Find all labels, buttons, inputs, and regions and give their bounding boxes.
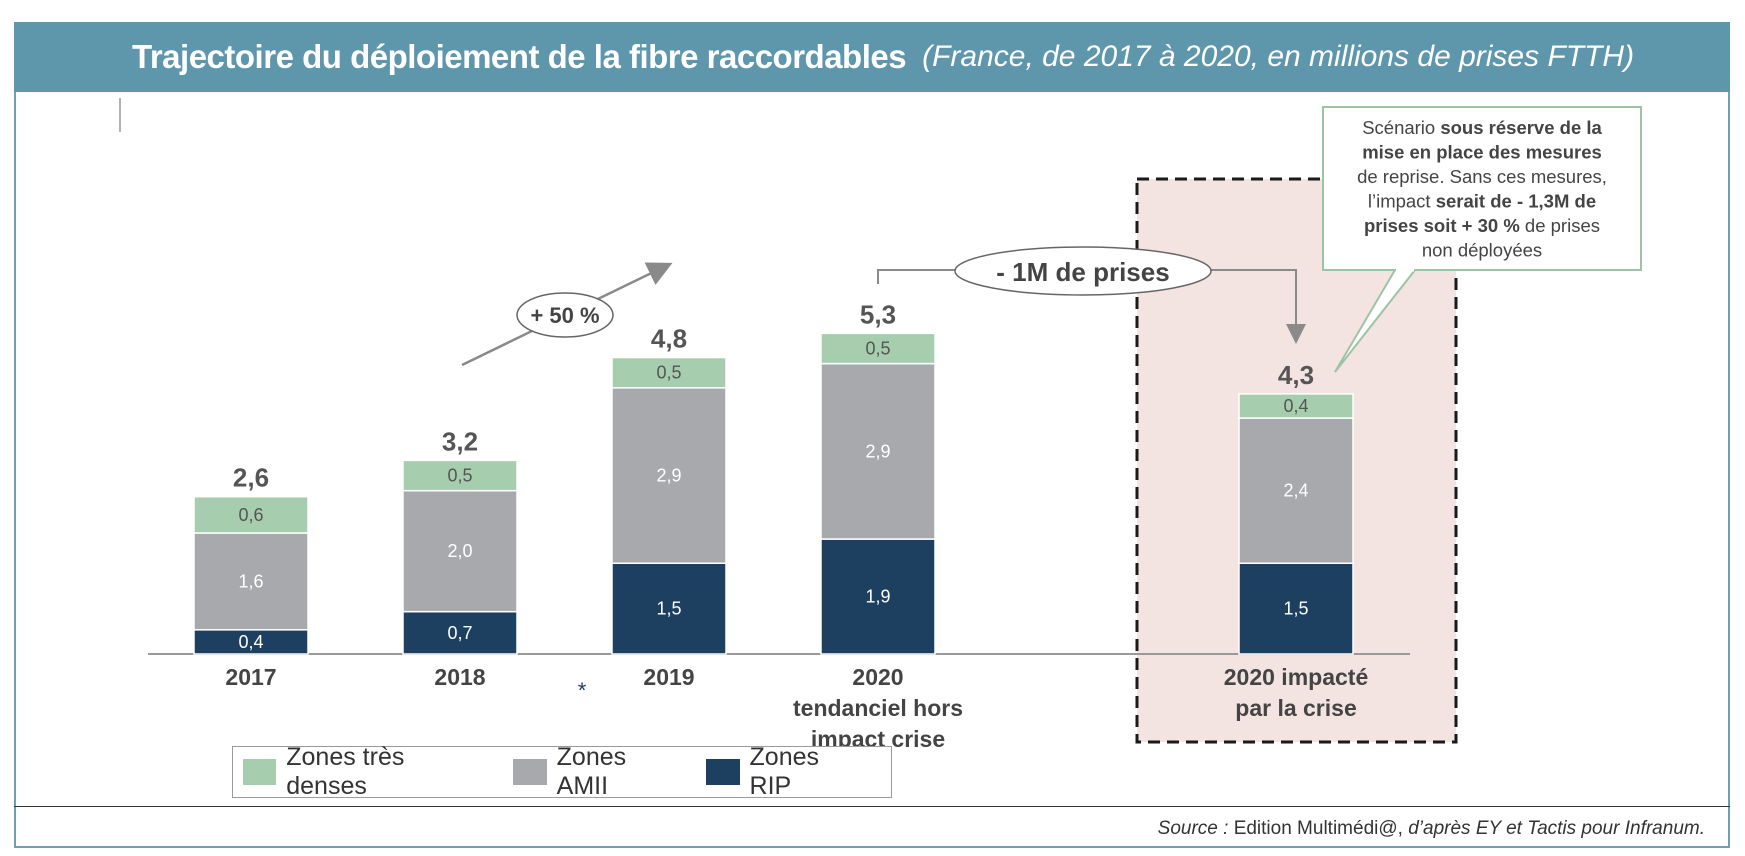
bar-value-label: 0,5 (656, 363, 681, 383)
legend-swatch-amii (513, 759, 547, 785)
x-tick-label: tendanciel hors (793, 695, 963, 721)
scenario-callout-line: de reprise. Sans ces mesures, (1357, 166, 1607, 187)
chart-title: Trajectoire du déploiement de la fibre r… (132, 38, 907, 75)
reduction-label: - 1M de prises (996, 257, 1169, 287)
bar-value-label: 1,5 (1283, 599, 1308, 619)
bar-total-label: 3,2 (442, 426, 478, 456)
bar-segment-zones-rip (1238, 562, 1354, 655)
scenario-callout-line: mise en place des mesures (1362, 142, 1602, 163)
bar-segment-zones-très-denses (611, 356, 727, 389)
bar-value-label: 1,9 (865, 587, 890, 607)
legend-label-rip: Zones RIP (749, 743, 820, 800)
growth-label: + 50 % (530, 303, 599, 328)
x-tick-label: 2020 impacté (1224, 664, 1368, 690)
source-note: Source : Edition Multimédi@, d’après EY … (1158, 818, 1705, 840)
bar-segment-zones-très-denses (402, 459, 518, 492)
scenario-callout-line: prises soit + 30 % de prises (1364, 215, 1600, 236)
bar-segment-zones-rip (611, 562, 727, 655)
legend: Zones très denses Zones AMII Zones RIP (232, 743, 892, 801)
source-prefix: Source : (1157, 818, 1234, 839)
bar-value-label: 2,9 (865, 441, 890, 461)
bar-segment-zones-amii (1238, 417, 1354, 564)
legend-item-amii: Zones AMII (513, 743, 680, 801)
bar-segment-zones-amii (820, 362, 936, 540)
bar-segment-zones-très-denses (1238, 393, 1354, 419)
source-suffix: d’après EY et Tactis pour Infranum. (1408, 818, 1705, 839)
bar-total-label: 5,3 (860, 299, 896, 329)
growth-ellipse (516, 292, 614, 338)
scenario-callout-box (1322, 106, 1642, 271)
source-middle: Edition Multimédi@, (1233, 818, 1409, 839)
bar-value-label: 0,5 (865, 338, 890, 358)
scenario-callout-line: non déployées (1422, 240, 1542, 261)
x-tick-label: 2018 (434, 664, 485, 690)
bar-value-label: 2,9 (656, 466, 681, 486)
source-divider (14, 806, 1730, 807)
bar-segment-zones-amii (402, 489, 518, 613)
bar-value-label: 0,6 (238, 505, 263, 525)
bar-segment-zones-très-denses (193, 495, 309, 534)
bar-value-label: 2,0 (447, 541, 472, 561)
bar-total-label: 2,6 (233, 463, 269, 493)
legend-swatch-rip (706, 759, 740, 785)
chart-subtitle: (France, de 2017 à 2020, en millions de … (922, 40, 1635, 73)
bar-value-label: 0,5 (447, 466, 472, 486)
bar-total-label: 4,8 (651, 324, 687, 354)
bar-segment-zones-très-denses (820, 332, 936, 365)
scenario-callout-line: l’impact serait de - 1,3M de (1368, 191, 1596, 212)
x-tick-label: 2020 (852, 664, 903, 690)
legend-item-rip: Zones RIP (706, 743, 865, 801)
bar-segment-zones-rip (402, 610, 518, 655)
x-tick-label: 2017 (225, 664, 276, 690)
bar-value-label: 1,6 (238, 571, 263, 591)
bar-value-label: 2,4 (1283, 481, 1308, 501)
bar-total-label: 4,3 (1278, 360, 1314, 390)
bar-value-label: 0,4 (1283, 396, 1308, 416)
bar-value-label: 0,7 (447, 623, 472, 643)
reduction-ellipse (954, 246, 1212, 296)
scenario-callout-line: Scénario sous réserve de la (1362, 117, 1602, 138)
legend-swatch-tres-denses (243, 759, 277, 785)
legend-label-amii: Zones AMII (556, 743, 627, 800)
legend-item-tres-denses: Zones très denses (243, 743, 487, 801)
bar-value-label: 1,5 (656, 599, 681, 619)
bar-value-label: 0,4 (238, 632, 263, 652)
title-bar: Trajectoire du déploiement de la fibre r… (14, 22, 1730, 92)
asterisk-note: * (578, 678, 587, 703)
legend-label-tres-denses: Zones très denses (286, 743, 405, 800)
bar-segment-zones-rip (820, 538, 936, 655)
x-tick-label: 2019 (643, 664, 694, 690)
x-tick-label: par la crise (1235, 695, 1356, 721)
